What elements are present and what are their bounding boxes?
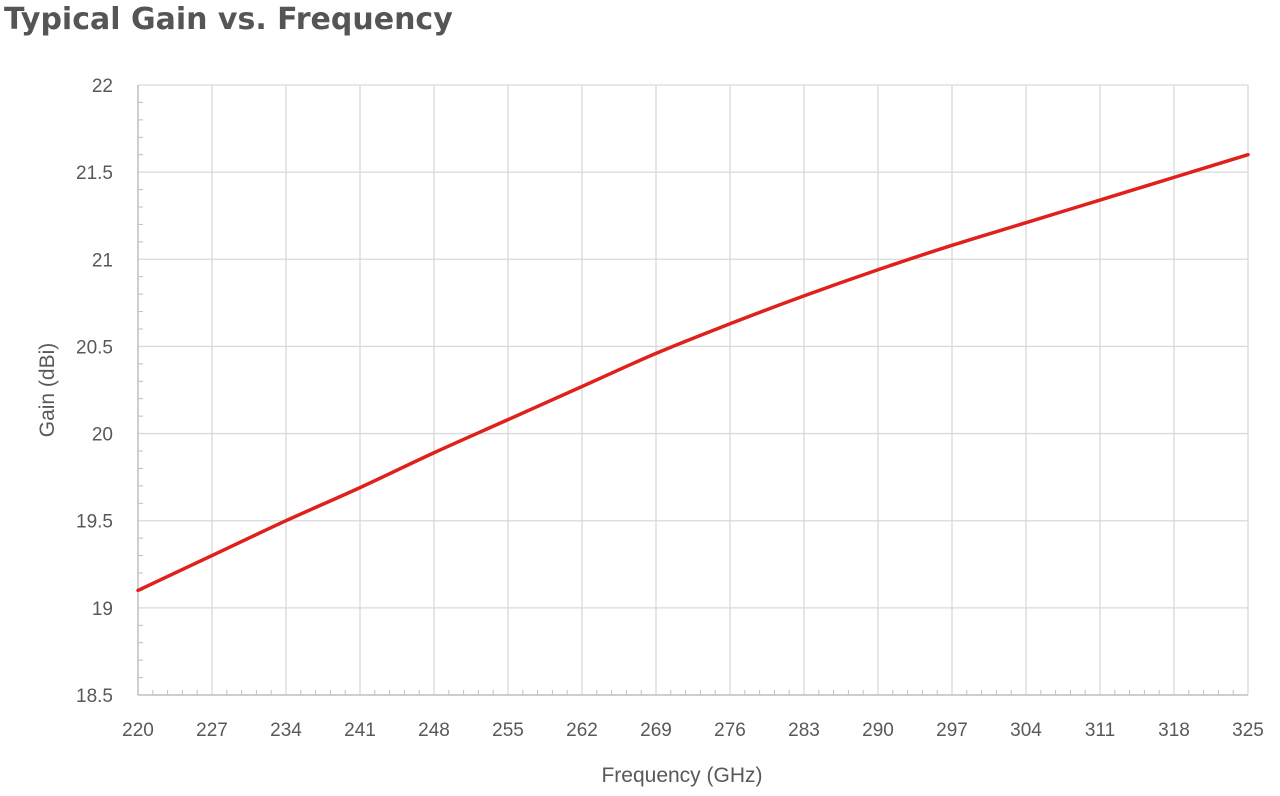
- x-axis-title: Frequency (GHz): [601, 764, 762, 787]
- y-tick-label-21: 21: [92, 250, 113, 271]
- x-tick-label-241: 241: [344, 720, 376, 741]
- series-layer: [136, 152, 1250, 593]
- x-tick-label-269: 269: [640, 720, 672, 741]
- x-tick-label-262: 262: [566, 720, 598, 741]
- x-tick-label-311: 311: [1085, 720, 1115, 741]
- x-tick-label-318: 318: [1158, 720, 1190, 741]
- x-tick-label-220: 220: [122, 720, 154, 741]
- x-tick-label-325: 325: [1232, 720, 1264, 741]
- x-tick-label-234: 234: [270, 720, 302, 741]
- x-tick-label-290: 290: [862, 720, 894, 741]
- tick-labels: 220 227 234 241 248 255 262 269 276 283 290 297 304 3…: [76, 76, 1264, 741]
- chart-title: Typical Gain vs. Frequency: [4, 2, 453, 37]
- x-tick-label-304: 304: [1010, 720, 1042, 741]
- y-tick-label-20: 20: [92, 425, 113, 446]
- y-tick-label-18.5: 18.5: [76, 686, 113, 707]
- y-tick-label-20.5: 20.5: [76, 337, 113, 358]
- series-line-0: [136, 152, 1250, 593]
- x-tick-label-248: 248: [418, 720, 450, 741]
- y-axis-title: Gain (dBi): [36, 343, 59, 438]
- x-tick-label-255: 255: [492, 720, 524, 741]
- grid: [138, 84, 1249, 695]
- x-tick-label-276: 276: [714, 720, 746, 741]
- x-tick-label-227: 227: [196, 720, 228, 741]
- y-tick-label-22: 22: [92, 76, 113, 97]
- y-tick-label-19: 19: [92, 599, 113, 620]
- axes: [137, 85, 1248, 696]
- x-tick-label-283: 283: [788, 720, 820, 741]
- y-tick-label-21.5: 21.5: [76, 163, 113, 184]
- y-tick-label-19.5: 19.5: [76, 512, 113, 533]
- x-tick-label-297: 297: [936, 720, 968, 741]
